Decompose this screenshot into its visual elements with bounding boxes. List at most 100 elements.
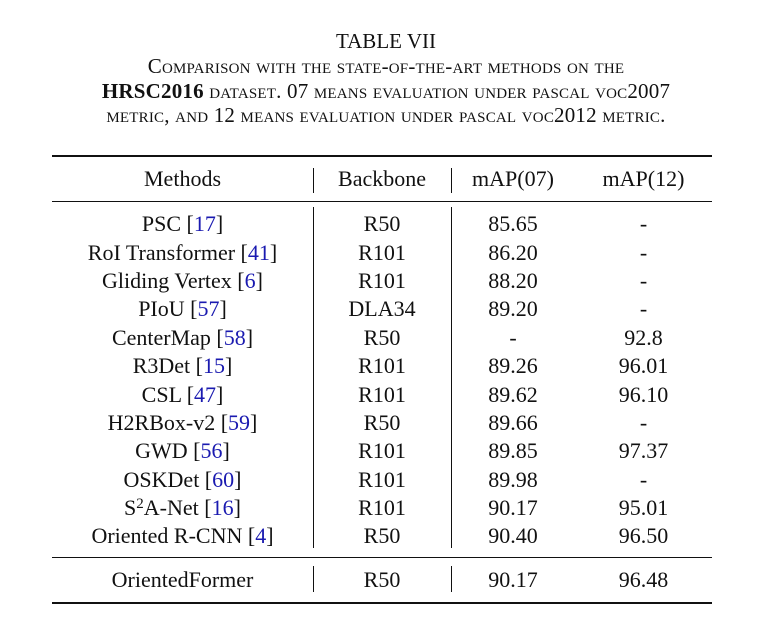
caption-text: Comparison with the state-of-the-art met… bbox=[0, 54, 772, 128]
method-text: ] bbox=[233, 495, 241, 521]
table-row: OSKDet [60] R101 89.98 - bbox=[52, 466, 712, 494]
caption-segment: dataset. 07 means evaluation under pasca… bbox=[203, 78, 671, 103]
citation: 41 bbox=[247, 239, 270, 265]
header-cell: mAP(12) bbox=[602, 166, 685, 191]
method-text: PSC [ bbox=[141, 211, 194, 237]
cell: - bbox=[639, 296, 648, 322]
cell: - bbox=[639, 239, 648, 265]
citation: 4 bbox=[255, 523, 267, 549]
table-row: S2A-Net [16] R101 90.17 95.01 bbox=[52, 494, 712, 522]
table-row: PIoU [57] DLA34 89.20 - bbox=[52, 295, 712, 323]
method-text: GWD [ bbox=[135, 438, 201, 464]
table-row: R3Det [15] R101 89.26 96.01 bbox=[52, 352, 712, 380]
method-text: RoI Transformer [ bbox=[87, 239, 248, 265]
citation: 15 bbox=[202, 353, 225, 379]
caption-line: Comparison with the state-of-the-art met… bbox=[0, 54, 772, 79]
cell: R50 bbox=[363, 523, 401, 549]
cell: 97.37 bbox=[618, 438, 669, 464]
cell: 90.40 bbox=[488, 523, 538, 549]
table-row: PSC [17] R50 85.65 - bbox=[52, 202, 712, 239]
cell: 89.85 bbox=[488, 438, 538, 464]
method-text: ] bbox=[216, 381, 224, 407]
method-text: ] bbox=[219, 296, 227, 322]
method-text: CenterMap [ bbox=[111, 324, 224, 350]
table-row: RoI Transformer [41] R101 86.20 - bbox=[52, 238, 712, 266]
method-cell: S2A-Net [16] bbox=[52, 494, 313, 522]
cell: R101 bbox=[358, 267, 406, 293]
cell: R50 bbox=[363, 324, 401, 350]
cell: 86.20 bbox=[488, 239, 538, 265]
method-cell: RoI Transformer [41] bbox=[52, 238, 313, 266]
method-text: ] bbox=[245, 324, 254, 350]
table-row: OrientedFormer R50 90.17 96.48 bbox=[52, 557, 712, 603]
table-header: Methods Backbone mAP(07) mAP(12) bbox=[52, 156, 712, 202]
method-text: 2 bbox=[136, 496, 144, 513]
method-text: A-Net [ bbox=[143, 495, 212, 521]
cell: 90.17 bbox=[488, 495, 538, 521]
method-text: CSL [ bbox=[141, 381, 195, 407]
method-cell: CSL [47] bbox=[52, 380, 313, 408]
column-rule bbox=[313, 207, 315, 548]
cell: 96.50 bbox=[618, 523, 669, 549]
cell: 96.48 bbox=[618, 566, 669, 592]
cell: R50 bbox=[363, 566, 401, 592]
citation: 58 bbox=[223, 324, 246, 350]
method-text: S bbox=[124, 495, 137, 521]
table-row: CenterMap [58] R50 - 92.8 bbox=[52, 324, 712, 352]
method-text: Oriented R-CNN [ bbox=[91, 523, 256, 549]
method-cell: PSC [17] bbox=[52, 202, 313, 239]
cell: - bbox=[639, 211, 648, 237]
table-row: GWD [56] R101 89.85 97.37 bbox=[52, 437, 712, 465]
table-body: PSC [17] R50 85.65 - RoI Transformer [41] R10… bbox=[52, 202, 712, 558]
method-text: ] bbox=[234, 466, 242, 492]
cell: 89.26 bbox=[488, 353, 538, 379]
table-final: OrientedFormer R50 90.17 96.48 bbox=[52, 557, 712, 603]
cell: - bbox=[639, 409, 648, 435]
caption-line: HRSC2016 dataset. 07 means evaluation un… bbox=[0, 79, 772, 104]
method-cell: PIoU [57] bbox=[52, 295, 313, 323]
header-row: Methods Backbone mAP(07) mAP(12) bbox=[52, 156, 712, 202]
caption-segment: Comparison with the state-of-the-art met… bbox=[147, 54, 625, 78]
cell: DLA34 bbox=[348, 296, 416, 322]
column-rule bbox=[451, 207, 453, 548]
table-row: Gliding Vertex [6] R101 88.20 - bbox=[52, 267, 712, 295]
column-rule bbox=[313, 168, 315, 193]
method-text: ] bbox=[215, 211, 224, 237]
cell: 89.20 bbox=[488, 296, 538, 322]
cell: R50 bbox=[363, 211, 401, 237]
caption-line: metric, and 12 means evaluation under pa… bbox=[0, 103, 772, 128]
method-text: H2RBox-v2 [ bbox=[107, 409, 229, 435]
cell: R50 bbox=[363, 409, 401, 435]
cell: R101 bbox=[358, 239, 406, 265]
citation: 17 bbox=[193, 211, 216, 237]
cell: R101 bbox=[358, 381, 406, 407]
method-text: PIoU [ bbox=[138, 296, 198, 322]
table-row: H2RBox-v2 [59] R50 89.66 - bbox=[52, 409, 712, 437]
column-rule bbox=[451, 168, 453, 193]
cell: 95.01 bbox=[618, 495, 669, 521]
cell: R101 bbox=[358, 353, 406, 379]
citation: 59 bbox=[228, 409, 251, 435]
method-cell: OrientedFormer bbox=[52, 557, 313, 603]
column-rule bbox=[313, 566, 315, 592]
cell: 96.01 bbox=[618, 353, 669, 379]
caption-label: TABLE VII bbox=[336, 29, 436, 53]
cell: - bbox=[639, 466, 648, 492]
method-text: ] bbox=[255, 267, 263, 293]
citation: 6 bbox=[244, 267, 256, 293]
results-table: Methods Backbone mAP(07) mAP(12) PSC [17] R5… bbox=[52, 155, 712, 604]
cell: R101 bbox=[358, 466, 406, 492]
caption-segment: metric, and 12 means evaluation under pa… bbox=[106, 103, 666, 127]
method-text: ] bbox=[224, 353, 233, 379]
cell: 85.65 bbox=[488, 211, 538, 237]
citation: 57 bbox=[197, 296, 220, 322]
citation: 56 bbox=[200, 438, 223, 464]
cell: 88.20 bbox=[488, 267, 538, 293]
method-text: ] bbox=[266, 523, 274, 549]
cell: - bbox=[639, 267, 648, 293]
cell: 89.62 bbox=[488, 381, 538, 407]
method-text: ] bbox=[222, 438, 230, 464]
method-text: OrientedFormer bbox=[111, 566, 254, 592]
header-cell: mAP(07) bbox=[472, 166, 554, 191]
